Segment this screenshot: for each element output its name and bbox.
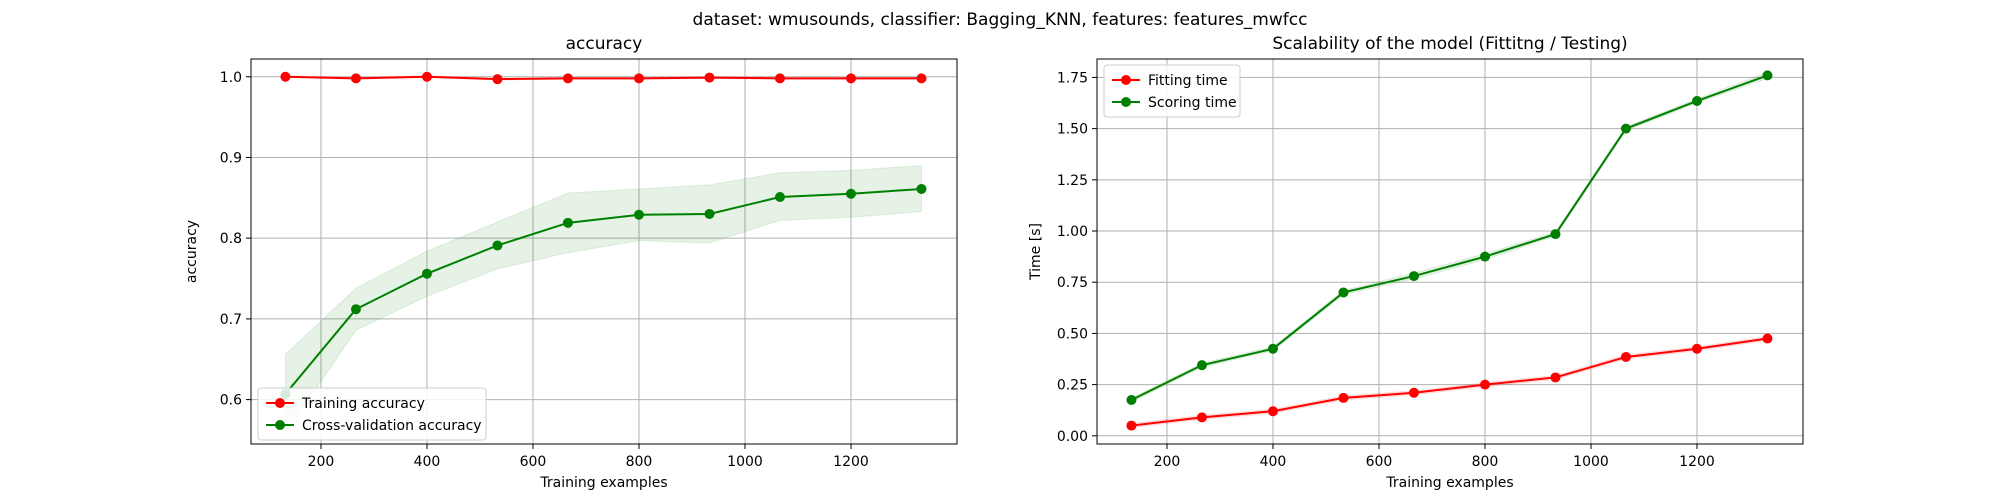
series-line-1 [284, 187, 922, 395]
data-point [492, 74, 503, 85]
y-axis-label: Time [s] [1028, 223, 1044, 281]
x-axis-label: Training examples [1385, 475, 1513, 491]
legend-marker-0 [1121, 75, 1131, 85]
data-point [1691, 95, 1702, 106]
data-point [633, 209, 644, 220]
data-point [1196, 412, 1207, 423]
y-axis-label: accuracy [184, 220, 200, 283]
legend-box [257, 387, 487, 441]
x-tick-label: 800 [626, 454, 653, 470]
legend-box [1103, 64, 1241, 118]
data-point [562, 73, 573, 84]
y-tick-label: 0.50 [1057, 326, 1088, 342]
legend-marker-0 [275, 398, 285, 408]
data-point [845, 73, 856, 84]
data-point [1126, 394, 1137, 405]
data-point [774, 73, 785, 84]
data-point [1479, 379, 1490, 390]
data-point [1267, 343, 1278, 354]
series-line-1 [1131, 74, 1768, 401]
x-tick-label: 800 [1472, 454, 1499, 470]
data-point [1550, 372, 1561, 383]
data-point [1267, 406, 1278, 417]
legend: Training accuracy Cross-validation accura… [257, 387, 487, 441]
legend-entry-1: Cross-validation accuracy [302, 418, 482, 434]
x-tick-label: 600 [1366, 454, 1393, 470]
series-line-0 [285, 75, 922, 81]
data-point [1126, 420, 1137, 431]
data-point [1620, 123, 1631, 134]
axes-frame [1096, 58, 1804, 445]
legend: Fitting time Scoring time [1103, 64, 1241, 118]
data-point [350, 304, 361, 315]
data-point [421, 268, 432, 279]
data-point [774, 192, 785, 203]
data-point [1479, 251, 1490, 262]
y-tick-label: 0.75 [1057, 275, 1088, 291]
data-point [1338, 287, 1349, 298]
data-point [845, 188, 856, 199]
data-point [280, 71, 291, 82]
data-point [421, 71, 432, 82]
x-tick-label: 200 [1154, 454, 1181, 470]
data-point [1620, 351, 1631, 362]
legend-entry-1: Scoring time [1148, 95, 1237, 111]
x-tick-label: 400 [414, 454, 441, 470]
x-axis-label: Training examples [539, 475, 667, 491]
axes-frame [250, 58, 958, 445]
data-point [350, 73, 361, 84]
x-tick-label: 200 [308, 454, 335, 470]
series-line-0 [1131, 337, 1768, 427]
y-tick-label: 0.6 [220, 393, 242, 409]
x-tick-label: 1000 [1573, 454, 1609, 470]
chart-title: accuracy [566, 34, 643, 54]
y-tick-label: 0.25 [1057, 378, 1088, 394]
y-tick-label: 0.8 [220, 231, 242, 247]
x-tick-label: 400 [1260, 454, 1287, 470]
data-point [916, 183, 927, 194]
data-point [916, 73, 927, 84]
data-point [1762, 70, 1773, 81]
data-point [1338, 392, 1349, 403]
data-point [492, 240, 503, 251]
scalability-chart: 200 400 600 800 1000 1200 0.00 0.25 0.50 0.75 1.00… [1028, 34, 1804, 491]
figure-suptitle: dataset: wmusounds, classifier: Bagging_… [693, 10, 1308, 30]
y-tick-label: 0.7 [220, 312, 242, 328]
data-point [1691, 343, 1702, 354]
x-tick-label: 1200 [833, 454, 869, 470]
y-tick-label: 1.00 [1057, 224, 1088, 240]
x-tick-label: 600 [520, 454, 547, 470]
data-point [633, 73, 644, 84]
chart-title: Scalability of the model (Fittitng / Tes… [1272, 34, 1627, 54]
legend-entry-0: Training accuracy [301, 396, 425, 412]
x-tick-label: 1200 [1679, 454, 1715, 470]
y-tick-label: 0.00 [1057, 429, 1088, 445]
data-point [1408, 271, 1419, 282]
y-tick-label: 1.25 [1057, 173, 1088, 189]
data-point [1408, 387, 1419, 398]
y-tick-label: 1.50 [1057, 122, 1088, 138]
data-point [1196, 360, 1207, 371]
data-point [704, 208, 715, 219]
data-point [1550, 229, 1561, 240]
series-band-0 [1130, 335, 1768, 429]
data-point [704, 72, 715, 83]
accuracy-chart: 200 400 600 800 1000 1200 0.6 0.7 0.8 0.9 1.0 accur… [184, 34, 958, 491]
data-point [1762, 333, 1773, 344]
data-point [562, 217, 573, 228]
y-tick-label: 0.9 [220, 150, 242, 166]
y-tick-label: 1.0 [220, 70, 242, 86]
y-tick-label: 1.75 [1057, 70, 1088, 86]
legend-marker-1 [1121, 97, 1131, 107]
x-tick-label: 1000 [727, 454, 763, 470]
legend-marker-1 [275, 420, 285, 430]
legend-entry-0: Fitting time [1148, 73, 1228, 89]
